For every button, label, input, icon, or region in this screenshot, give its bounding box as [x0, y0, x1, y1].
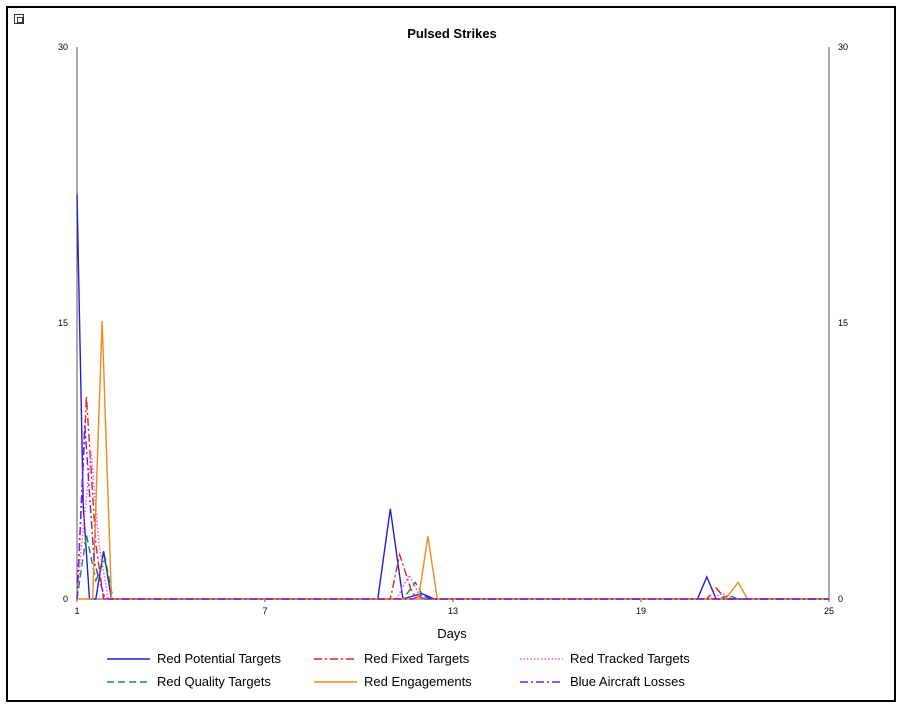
chart-frame	[6, 6, 896, 702]
legend-entry: Red Engagements	[364, 674, 472, 689]
x-tick-label: 7	[262, 606, 267, 616]
legend-entry: Red Fixed Targets	[364, 651, 470, 666]
legend: Red Potential Targets Red Fixed Targets Re…	[107, 651, 690, 689]
y-tick-label-left: 0	[63, 594, 68, 604]
series-line-5	[77, 321, 829, 600]
y-tick-label-left: 15	[58, 318, 68, 328]
series-line-4	[76, 534, 829, 600]
legend-entry: Red Potential Targets	[157, 651, 282, 666]
legend-entry: Red Quality Targets	[157, 674, 271, 689]
y-tick-label-right: 15	[838, 318, 848, 328]
y-tick-label-left: 30	[58, 42, 68, 52]
y-tick-label-right: 0	[838, 594, 843, 604]
x-axis-label: Days	[437, 626, 467, 641]
x-tick-label: 25	[824, 606, 834, 616]
x-tick-label: 1	[74, 606, 79, 616]
ticks: 1 7 13 19 25 0 15 30 0 15 30	[58, 42, 848, 616]
legend-entry: Red Tracked Targets	[570, 651, 690, 666]
series-line-2	[76, 396, 829, 600]
x-tick-label: 19	[636, 606, 646, 616]
chart-title: Pulsed Strikes	[407, 26, 497, 41]
series-group	[76, 194, 829, 600]
series-line-3	[76, 451, 829, 600]
window-icon[interactable]	[14, 14, 24, 24]
series-line-6	[76, 424, 829, 600]
axes	[76, 47, 830, 600]
legend-entry: Blue Aircraft Losses	[570, 674, 685, 689]
y-tick-label-right: 30	[838, 42, 848, 52]
x-tick-label: 13	[448, 606, 458, 616]
series-line-1	[76, 194, 829, 600]
